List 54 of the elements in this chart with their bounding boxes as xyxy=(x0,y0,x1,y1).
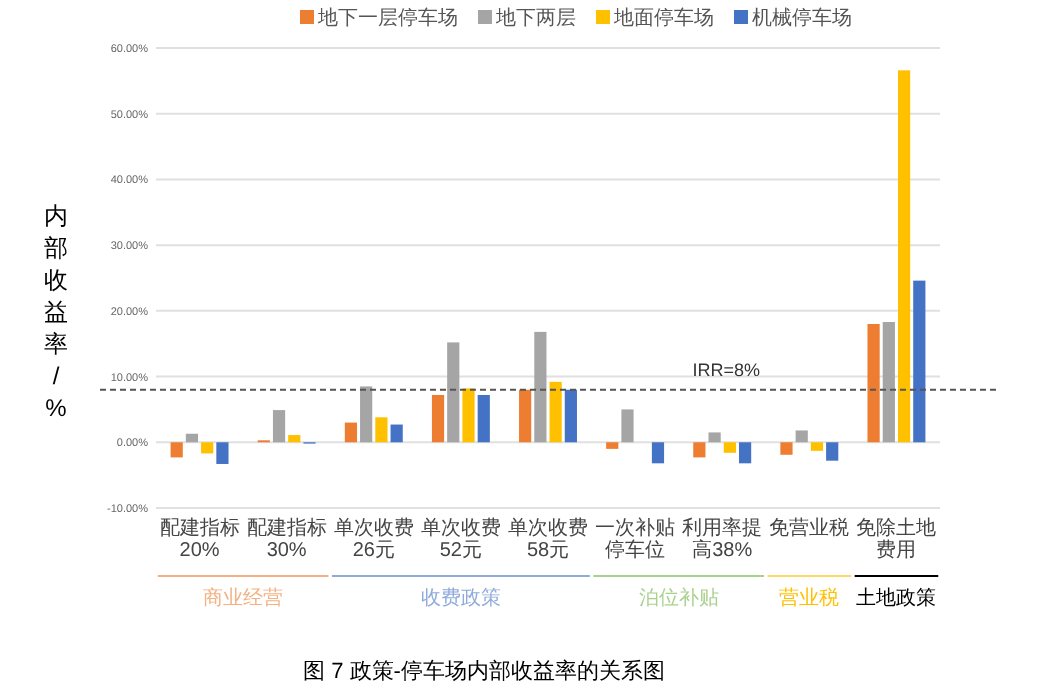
x-tick-label: 利用率提高38% xyxy=(682,516,763,562)
bar xyxy=(447,342,460,443)
bar xyxy=(780,442,793,455)
text: 营业税 xyxy=(779,586,840,610)
text: 商业经营 xyxy=(203,586,284,610)
bar xyxy=(519,389,532,443)
bar xyxy=(375,417,388,443)
bar xyxy=(867,324,880,443)
bar xyxy=(185,433,199,443)
x-tick-label: 单次收费58元 xyxy=(508,516,588,562)
bar xyxy=(201,442,214,454)
bar xyxy=(738,442,752,464)
bar xyxy=(534,331,547,443)
bar xyxy=(549,381,562,443)
legend-label: 地下一层停车场 xyxy=(316,6,458,30)
y-axis-title: 内部收益率/% xyxy=(44,202,68,422)
bar xyxy=(810,442,824,451)
bar xyxy=(723,442,736,453)
x-tick-label: 免营业税 xyxy=(769,516,850,540)
bar xyxy=(621,409,634,443)
bar xyxy=(795,430,808,443)
x-tick-label: 单次收费26元 xyxy=(333,516,414,562)
bar xyxy=(708,432,721,443)
x-tick-label: 配建指标20% xyxy=(159,516,240,562)
text: 泊位补贴 xyxy=(638,586,719,610)
bar xyxy=(897,70,911,443)
bar xyxy=(344,422,358,443)
bar xyxy=(462,388,475,443)
x-tick-label: 免除土地费用 xyxy=(856,516,937,562)
bar xyxy=(693,442,706,458)
bar xyxy=(651,442,665,464)
bar xyxy=(477,394,490,443)
bar xyxy=(882,322,895,443)
bar xyxy=(564,389,577,443)
bar xyxy=(606,442,619,449)
bar xyxy=(390,424,403,443)
bar xyxy=(913,280,926,443)
legend-label: 机械停车场 xyxy=(752,6,852,30)
bar xyxy=(431,394,445,443)
bar xyxy=(826,442,839,461)
bar xyxy=(288,435,301,443)
x-tick-label: 单次收费52元 xyxy=(420,516,501,562)
bar xyxy=(360,386,373,443)
text: 土地政策 xyxy=(856,586,937,610)
bar xyxy=(216,442,229,464)
legend-label: 地下两层 xyxy=(494,6,576,30)
caption: 图 7 政策-停车场内部收益率的关系图 xyxy=(303,658,665,684)
x-tick-label: 一次补贴停车位 xyxy=(595,516,676,562)
x-tick-label: 配建指标30% xyxy=(246,516,327,562)
ref-line-label: IRR=8% xyxy=(692,359,760,380)
legend-label: 地面停车场 xyxy=(612,6,714,30)
bar xyxy=(272,410,286,443)
text: 收费政策 xyxy=(420,586,501,610)
bar xyxy=(170,442,183,458)
